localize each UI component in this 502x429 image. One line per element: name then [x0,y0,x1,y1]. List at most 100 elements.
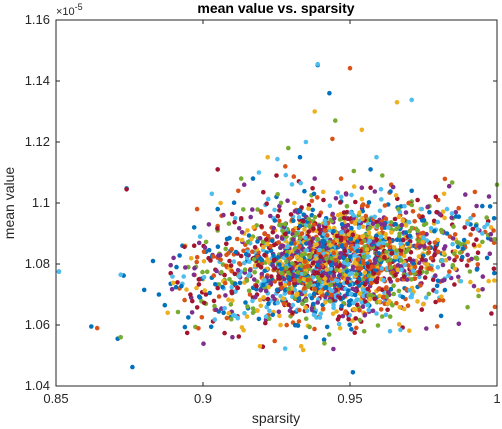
data-point [284,322,290,328]
data-point [322,276,328,282]
data-point [424,326,429,331]
data-point [375,223,381,229]
data-point [284,252,289,258]
data-point [232,271,238,277]
data-point [420,239,426,245]
data-point [338,235,344,241]
data-point [118,334,123,340]
data-point [291,272,296,278]
data-point [475,250,481,255]
data-point [307,254,313,260]
data-point [235,285,241,291]
data-point [201,259,207,264]
data-point [420,214,425,219]
data-point [238,253,244,259]
data-point [306,229,312,234]
data-point [374,154,379,160]
data-point [476,293,481,299]
data-point [432,252,437,258]
data-point [299,231,305,236]
data-point [354,233,359,239]
data-point [255,308,260,313]
data-point [276,309,282,315]
data-point [475,262,481,267]
data-point [211,254,216,259]
data-point [465,240,471,245]
data-point [408,294,414,300]
data-point [285,244,290,250]
data-point [221,310,226,316]
data-point [313,270,318,276]
data-point [302,289,308,295]
data-point [277,208,282,213]
data-point [296,215,302,220]
data-point [314,242,319,247]
data-point [317,315,323,320]
data-point [281,277,287,282]
data-point [335,278,341,284]
data-point [251,224,256,230]
data-point [449,180,455,185]
data-point [302,264,308,270]
data-point [235,315,241,321]
data-point [388,189,393,194]
data-point [255,239,260,244]
data-point [344,204,350,209]
data-point [363,299,368,304]
data-point [282,291,288,296]
data-point [203,292,209,297]
data-point [387,276,392,282]
data-point [211,273,217,278]
data-point [421,222,427,228]
data-point [220,284,225,290]
data-point [279,266,284,272]
data-point [189,310,195,315]
data-point [426,250,432,255]
data-point [298,343,304,349]
data-point [424,238,430,243]
data-point [227,277,232,282]
data-point [343,192,349,197]
data-point [354,239,360,244]
data-point [264,304,270,310]
data-point [401,237,406,243]
data-point [207,290,212,296]
data-point [379,266,385,271]
y-exponent-label: ×10-5 [56,2,83,18]
data-point [337,325,343,331]
data-point [274,287,280,293]
data-point [472,189,478,195]
data-point [376,242,381,247]
data-point [345,262,351,267]
data-point [324,267,330,272]
data-point [190,298,195,304]
data-point [350,318,355,324]
data-point [442,176,448,182]
data-point [257,344,263,349]
data-point [402,203,407,209]
data-point [188,255,194,261]
data-point [263,314,269,319]
data-point [341,210,347,215]
data-point [306,202,312,208]
data-point [256,170,262,175]
data-point [396,322,402,327]
data-point [252,245,258,250]
data-point [246,288,252,294]
data-point [218,200,223,206]
data-point [333,257,338,263]
data-point [389,230,394,235]
data-point [362,270,368,276]
data-point [236,226,242,231]
data-point [289,182,295,187]
data-point [357,317,363,323]
data-point [420,301,426,307]
data-point [321,337,327,343]
data-point [398,248,404,253]
data-point [433,299,438,305]
plot-area [56,20,497,386]
data-point [464,263,470,268]
data-point [404,277,410,282]
data-point [165,310,170,316]
data-point [349,225,354,231]
